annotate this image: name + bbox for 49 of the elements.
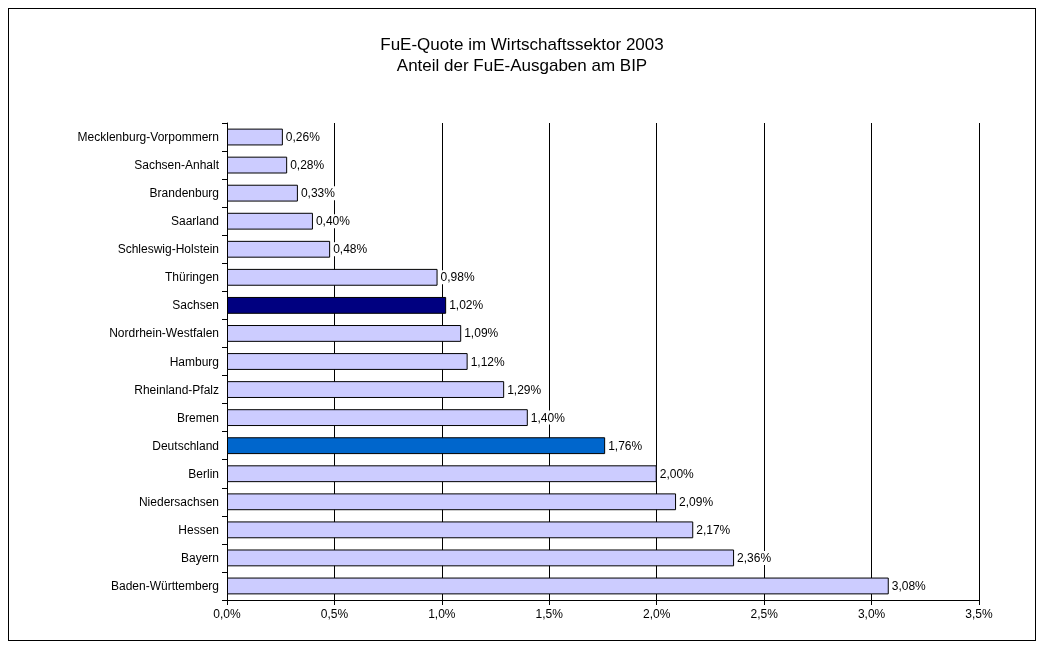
- y-tick-label: Niedersachsen: [138, 494, 219, 509]
- y-tick-label: Nordrhein-Westfalen: [109, 326, 219, 341]
- data-label: 0,48%: [333, 242, 368, 257]
- data-label: 3,08%: [891, 578, 927, 593]
- x-tick-label: 2,0%: [643, 607, 671, 621]
- data-label: 0,28%: [290, 158, 325, 173]
- data-label: 2,00%: [659, 466, 695, 481]
- data-label: 0,40%: [315, 214, 351, 229]
- y-tick-label: Bremen: [176, 410, 219, 425]
- y-tick-label: Hamburg: [169, 354, 219, 369]
- bar: [227, 184, 298, 202]
- data-label: 1,12%: [470, 354, 505, 369]
- y-tick-label: Rheinland-Pfalz: [134, 382, 219, 397]
- bar: [227, 212, 313, 230]
- data-label: 0,33%: [300, 186, 336, 201]
- data-label: 1,40%: [530, 410, 566, 425]
- x-tick-label: 1,5%: [535, 607, 564, 621]
- data-label: 1,76%: [608, 438, 643, 453]
- bar: [227, 156, 288, 174]
- chart-title: FuE-Quote im Wirtschaftssektor 2003: [380, 35, 664, 54]
- y-tick-label: Saarland: [170, 214, 219, 229]
- x-tick-label: 0,5%: [320, 607, 349, 621]
- y-tick-label: Brandenburg: [149, 186, 219, 201]
- data-label: 2,36%: [737, 550, 772, 565]
- y-tick-label: Deutschland: [152, 438, 219, 453]
- bar: [227, 240, 331, 258]
- data-label: 0,98%: [440, 270, 475, 285]
- x-tick-label: 0,0%: [213, 607, 241, 621]
- x-tick-label: 3,5%: [965, 607, 993, 621]
- data-label: 1,09%: [464, 326, 499, 341]
- data-label: 1,29%: [507, 382, 542, 397]
- y-tick-label: Baden-Württemberg: [110, 578, 219, 593]
- x-tick-label: 3,0%: [857, 607, 886, 621]
- y-tick-label: Sachsen: [172, 298, 219, 313]
- y-tick-label: Berlin: [188, 466, 219, 481]
- chart-subtitle: Anteil der FuE-Ausgaben am BIP: [396, 56, 648, 75]
- y-tick-label: Thüringen: [164, 270, 219, 285]
- data-label: 2,09%: [679, 494, 714, 509]
- y-tick-label: Mecklenburg-Vorpommern: [77, 130, 219, 145]
- x-tick-label: 1,0%: [428, 607, 456, 621]
- x-tick-label: 2,5%: [750, 607, 779, 621]
- bar: [227, 128, 283, 146]
- data-label: 0,26%: [285, 130, 321, 145]
- y-tick-label: Sachsen-Anhalt: [134, 158, 220, 173]
- y-tick-label: Bayern: [180, 550, 219, 565]
- y-tick-label: Schleswig-Holstein: [117, 242, 219, 257]
- data-label: 2,17%: [696, 522, 731, 537]
- y-tick-label: Hessen: [178, 522, 219, 537]
- data-label: 1,02%: [449, 298, 484, 313]
